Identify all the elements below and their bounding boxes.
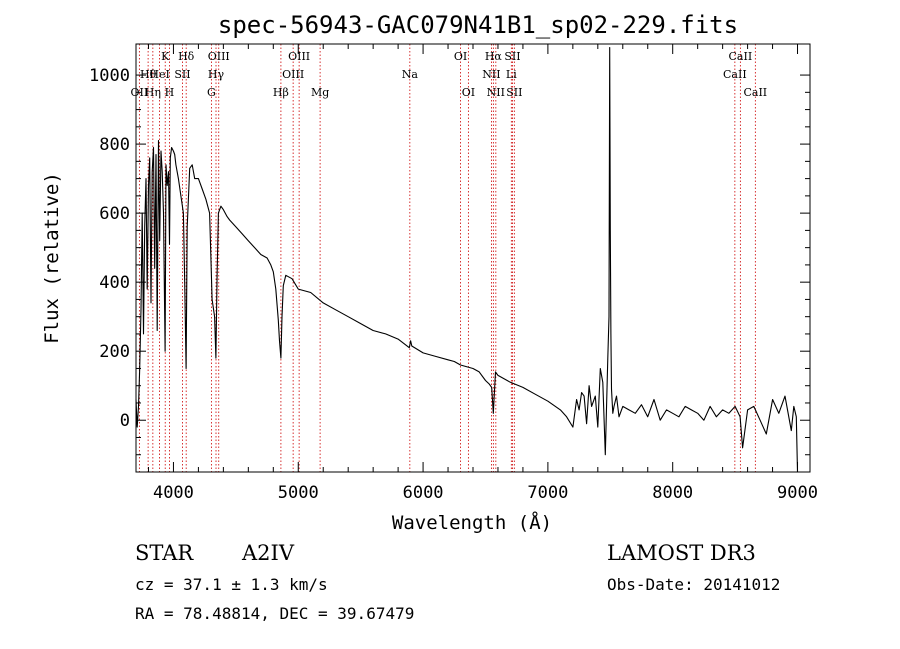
marker-label: CaII: [729, 50, 753, 63]
x-tick-labels: 4000 5000 6000 7000 8000 9000: [153, 483, 818, 503]
x-tick-label: 7000: [527, 483, 568, 503]
x-axis-label: Wavelength (Å): [392, 511, 552, 534]
flux-series-line: [135, 46, 799, 473]
marker-label: Li: [506, 68, 517, 81]
marker-label: K: [161, 50, 170, 63]
sky-coordinates: RA = 78.48814, DEC = 39.67479: [135, 604, 414, 623]
marker-label: Na: [402, 68, 419, 81]
marker-label: SII: [506, 86, 522, 99]
y-tick-label: 400: [99, 273, 130, 293]
observation-date: Obs-Date: 20141012: [607, 575, 780, 594]
marker-label: Hβ: [273, 86, 289, 99]
y-tick-label: 200: [99, 342, 130, 362]
survey-name: LAMOST DR3: [607, 541, 756, 565]
x-tick-label: 4000: [153, 483, 194, 503]
y-tick-label: 600: [99, 204, 130, 224]
object-subclass: A2IV: [241, 541, 295, 565]
x-tick-label: 8000: [652, 483, 693, 503]
marker-label: G: [207, 86, 216, 99]
marker-label: CaII: [723, 68, 747, 81]
y-axis-label: Flux (relative): [41, 172, 63, 344]
marker-label: OI: [462, 86, 475, 99]
marker-label: Hγ: [208, 68, 225, 81]
x-tick-label: 5000: [278, 483, 319, 503]
line-marker-lines: [138, 44, 756, 472]
redshift-velocity: cz = 37.1 ± 1.3 km/s: [135, 575, 328, 594]
object-class: STAR: [135, 541, 194, 565]
y-tick-label: 0: [120, 411, 130, 431]
marker-label: Hθ: [140, 68, 157, 81]
marker-label: Hδ: [178, 50, 195, 63]
marker-label: HeI: [149, 68, 169, 81]
marker-label: OIII: [282, 68, 304, 81]
chart-title: spec-56943-GAC079N41B1_sp02-229.fits: [218, 11, 738, 39]
marker-label: CaII: [743, 86, 767, 99]
y-tick-label: 1000: [89, 66, 130, 86]
marker-label: H: [165, 86, 175, 99]
marker-label: OIII: [288, 50, 310, 63]
marker-label: SII: [174, 68, 190, 81]
y-tick-label: 800: [99, 135, 130, 155]
y-tick-labels: 0 200 400 600 800 1000: [89, 66, 130, 431]
x-tick-label: 6000: [403, 483, 444, 503]
marker-label: Hα: [485, 50, 503, 63]
axis-ticks: [136, 44, 810, 472]
marker-label: Mg: [311, 86, 329, 99]
marker-label: SII: [504, 50, 520, 63]
marker-label: OI: [454, 50, 467, 63]
x-tick-label: 9000: [777, 483, 818, 503]
marker-label: Hη: [145, 86, 161, 99]
marker-label: NII: [482, 68, 500, 81]
marker-label: NII: [487, 86, 505, 99]
marker-label: OIII: [208, 50, 230, 63]
